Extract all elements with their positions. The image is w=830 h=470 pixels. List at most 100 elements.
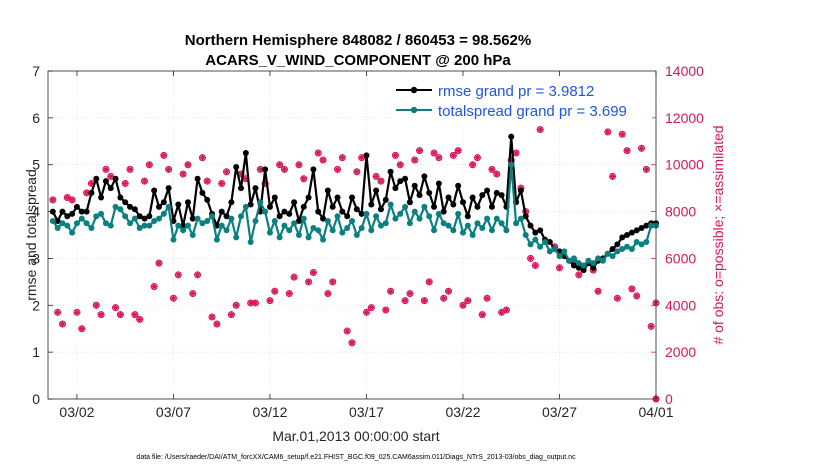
series-point-rmse	[117, 194, 124, 201]
series-point-rmse	[69, 210, 76, 217]
series-point-totalspread	[93, 213, 100, 220]
series-point-rmse	[469, 194, 476, 201]
obs-assimilated-marker	[136, 315, 144, 323]
series-point-totalspread	[170, 236, 177, 243]
obs-assimilated-marker	[406, 290, 414, 297]
series-point-rmse	[590, 264, 597, 271]
obs-assimilated-marker	[363, 308, 370, 316]
series-point-rmse	[122, 199, 129, 206]
series-point-rmse	[349, 194, 355, 201]
obs-assimilated-marker	[459, 301, 467, 309]
series-point-rmse	[146, 213, 153, 220]
y-tick-label-left: 7	[32, 63, 40, 79]
obs-assimilated-marker	[642, 166, 650, 173]
y-tick-label-left: 5	[32, 157, 40, 173]
y-tick-label-right: 2000	[665, 344, 696, 360]
series-layer	[49, 133, 659, 274]
series-point-rmse	[546, 239, 553, 246]
series-point-totalspread	[339, 229, 346, 236]
y-axis-label-right: # of obs: o=possible; ×=assimilated	[710, 125, 726, 344]
series-point-totalspread	[604, 250, 611, 257]
obs-assimilated-marker	[213, 320, 221, 328]
y-axis-label-left: rmse and totalspread	[23, 169, 39, 301]
series-point-rmse	[508, 133, 515, 140]
legend-label-rmse: rmse grand pr = 3.9812	[438, 83, 594, 100]
series-point-totalspread	[151, 217, 158, 224]
series-point-rmse	[271, 194, 278, 201]
series-point-totalspread	[141, 222, 148, 229]
series-point-totalspread	[305, 234, 312, 241]
obs-count-markers	[49, 93, 660, 403]
x-tick-label: 04/01	[638, 404, 673, 420]
obs-assimilated-marker	[145, 161, 153, 169]
series-point-rmse	[204, 196, 211, 203]
series-point-totalspread	[426, 213, 433, 220]
series-point-totalspread	[532, 236, 539, 243]
y-tick-label-left: 1	[32, 344, 40, 360]
y-tick-label-right: 6000	[665, 250, 696, 266]
obs-assimilated-marker	[411, 156, 419, 164]
obs-assimilated-marker	[165, 166, 173, 173]
series-point-totalspread	[595, 255, 602, 262]
series-point-rmse	[455, 182, 462, 189]
series-point-rmse	[291, 199, 298, 206]
obs-assimilated-marker	[507, 156, 515, 164]
obs-assimilated-marker	[131, 311, 139, 319]
series-point-totalspread	[117, 206, 124, 213]
series-point-rmse	[112, 175, 119, 182]
series-point-rmse	[262, 166, 269, 173]
obs-assimilated-marker	[454, 147, 462, 155]
series-point-rmse	[638, 224, 645, 231]
obs-assimilated-marker	[531, 262, 539, 269]
obs-assimilated-marker	[227, 311, 235, 319]
series-point-totalspread	[382, 220, 389, 227]
obs-assimilated-marker	[141, 177, 148, 185]
obs-assimilated-marker	[623, 147, 631, 155]
series-point-totalspread	[194, 215, 201, 222]
series-point-rmse	[624, 232, 631, 238]
series-point-totalspread	[614, 248, 621, 255]
obs-assimilated-marker	[112, 304, 119, 312]
series-point-totalspread	[233, 234, 240, 241]
obs-assimilated-marker	[63, 194, 71, 201]
series-point-totalspread	[247, 239, 254, 246]
series-point-totalspread	[112, 203, 119, 210]
series-point-rmse	[310, 166, 317, 173]
obs-assimilated-marker	[527, 255, 534, 262]
series-point-rmse	[402, 175, 409, 182]
series-point-rmse	[315, 208, 322, 215]
series-point-rmse	[527, 222, 534, 229]
series-point-totalspread	[88, 224, 95, 231]
obs-assimilated-marker	[107, 173, 115, 180]
series-point-totalspread	[213, 236, 220, 243]
series-point-rmse	[180, 222, 187, 229]
series-point-rmse	[445, 194, 452, 201]
series-point-rmse	[368, 201, 375, 208]
series-point-totalspread	[469, 232, 476, 238]
obs-assimilated-marker	[170, 294, 177, 302]
obs-assimilated-marker	[353, 168, 361, 176]
series-point-rmse	[151, 187, 158, 194]
series-point-totalspread	[218, 222, 225, 229]
series-point-rmse	[431, 203, 438, 210]
series-point-totalspread	[440, 220, 447, 227]
obs-assimilated-marker	[49, 196, 57, 204]
series-point-totalspread	[281, 222, 288, 229]
legend-marker-rmse	[410, 86, 418, 94]
footer-data-file: data file: /Users/raeder/DAI/ATM_forcXX/…	[136, 454, 576, 461]
obs-assimilated-marker	[348, 339, 356, 347]
series-point-totalspread	[575, 260, 582, 267]
obs-assimilated-marker	[281, 166, 288, 173]
series-point-totalspread	[484, 215, 491, 222]
series-point-totalspread	[329, 227, 336, 234]
obs-assimilated-marker	[126, 166, 134, 173]
series-point-rmse	[300, 203, 307, 210]
series-point-totalspread	[204, 217, 211, 224]
series-point-totalspread	[450, 227, 457, 234]
series-point-totalspread	[358, 224, 365, 231]
series-point-rmse	[575, 264, 582, 271]
obs-assimilated-marker	[194, 271, 201, 279]
series-point-rmse	[609, 246, 616, 253]
obs-assimilated-marker	[401, 297, 409, 304]
obs-assimilated-marker	[252, 299, 259, 307]
